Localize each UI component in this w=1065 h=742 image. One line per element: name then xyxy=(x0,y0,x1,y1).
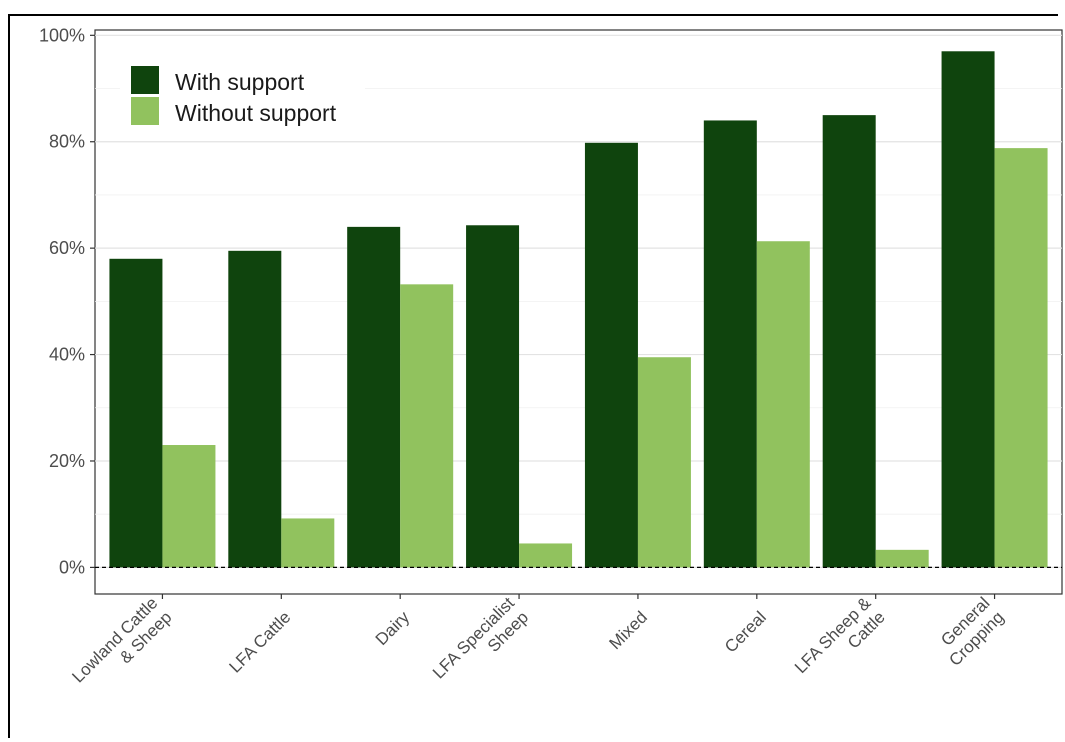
bar-with-support xyxy=(941,51,995,568)
bar-with-support xyxy=(584,142,638,568)
y-tick-label: 80% xyxy=(49,132,85,152)
y-axis-ticks: 0% 20% 40% 60% 80% 100% xyxy=(39,25,95,577)
bar-without-support xyxy=(281,518,335,568)
bar-with-support xyxy=(703,120,757,568)
x-tick-label: Lowland Cattle& Sheep xyxy=(68,593,175,686)
x-tick-label-line: Dairy xyxy=(372,607,414,649)
bar-with-support xyxy=(347,226,401,568)
x-tick-label-line: Cereal xyxy=(721,608,770,657)
bar-without-support xyxy=(756,241,810,568)
bars xyxy=(109,51,1048,568)
x-tick-label: Dairy xyxy=(372,607,414,649)
legend-label-with-support: With support xyxy=(175,69,305,95)
x-tick-label: LFA Sheep &Cattle xyxy=(791,593,889,677)
y-tick-label: 0% xyxy=(59,557,85,577)
bar-with-support xyxy=(466,225,520,568)
legend-swatch-with-support xyxy=(131,66,159,94)
legend: With support Without support xyxy=(120,62,365,134)
bar-without-support xyxy=(400,284,454,568)
bar-without-support xyxy=(637,357,691,568)
bar-without-support xyxy=(875,549,929,568)
x-tick-label-line: LFA Cattle xyxy=(225,608,294,677)
x-tick-label: Mixed xyxy=(605,608,651,654)
x-axis-ticks: Lowland Cattle& Sheep LFA Cattle Dairy LFA … xyxy=(68,593,1007,686)
legend-label-without-support: Without support xyxy=(175,100,337,126)
legend-swatch-without-support xyxy=(131,97,159,125)
figure-frame xyxy=(8,14,1058,738)
y-tick-label: 40% xyxy=(49,345,85,365)
bar-without-support xyxy=(162,445,216,568)
x-tick-label: LFA Cattle xyxy=(225,608,294,677)
y-tick-label: 20% xyxy=(49,451,85,471)
legend-background xyxy=(120,62,365,134)
y-tick-label: 100% xyxy=(39,25,85,45)
bar-with-support xyxy=(228,250,282,568)
y-tick-label: 60% xyxy=(49,238,85,258)
x-tick-label-line: Mixed xyxy=(605,608,651,654)
bar-with-support xyxy=(109,258,163,568)
x-tick-label: Cereal xyxy=(721,608,770,657)
bar-with-support xyxy=(822,115,876,568)
bar-without-support xyxy=(519,543,573,568)
bar-without-support xyxy=(994,148,1048,568)
